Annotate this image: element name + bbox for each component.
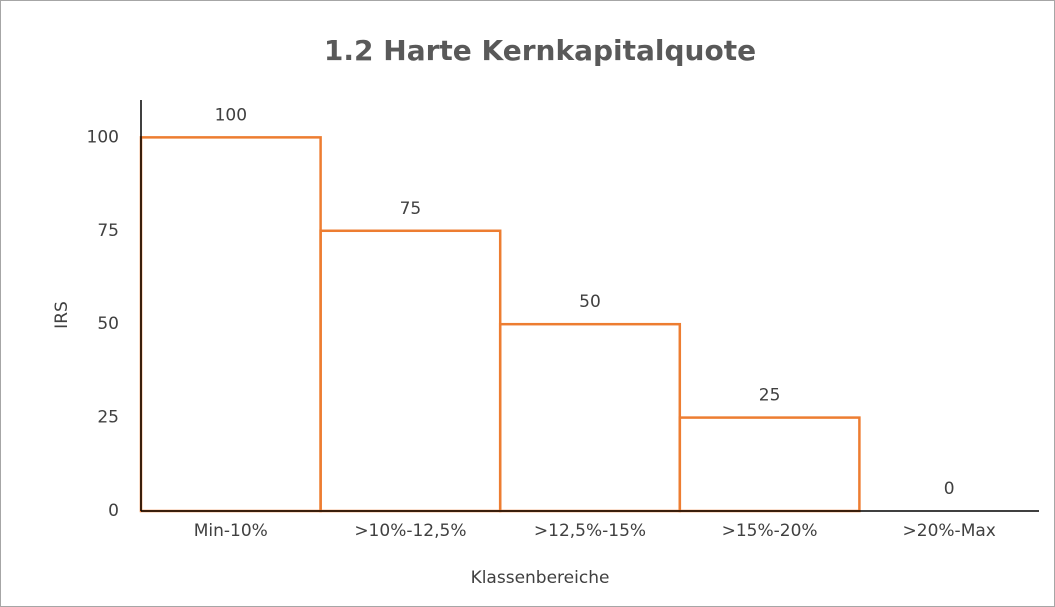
x-tick-label: >20%-Max — [903, 521, 996, 541]
y-axis-label: IRS — [52, 301, 72, 329]
y-tick-label: 0 — [108, 501, 119, 521]
data-label: 25 — [759, 386, 781, 406]
x-tick-label: >12,5%-15% — [534, 521, 646, 541]
x-axis-label: Klassenbereiche — [471, 568, 610, 588]
chart-title: 1.2 Harte Kernkapitalquote — [324, 34, 756, 67]
data-label: 75 — [400, 199, 422, 219]
x-tick-label: Min-10% — [194, 521, 268, 541]
y-tick-label: 25 — [97, 408, 119, 428]
y-tick-label: 100 — [87, 127, 119, 147]
y-tick-label: 50 — [97, 314, 119, 334]
data-label: 100 — [215, 105, 247, 125]
y-tick-label: 75 — [97, 221, 119, 241]
x-tick-label: >10%-12,5% — [354, 521, 466, 541]
x-tick-label: >15%-20% — [722, 521, 818, 541]
data-label: 50 — [579, 292, 601, 312]
data-label: 0 — [944, 479, 955, 499]
